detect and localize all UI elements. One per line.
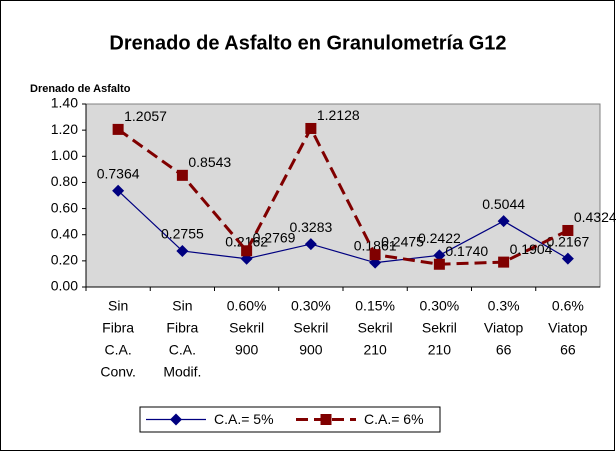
series-line	[117, 125, 569, 266]
y-tick-label: 0.40	[51, 225, 78, 241]
marker	[112, 123, 124, 135]
x-tick-label: Sekril	[422, 320, 457, 336]
marker	[320, 414, 332, 425]
data-label: 1.2057	[124, 108, 167, 124]
data-label: 0.2422	[418, 230, 461, 246]
data-label: 0.2475	[381, 233, 424, 249]
x-tick-label: 900	[235, 342, 259, 358]
marker	[305, 122, 317, 134]
data-label: 0.1904	[510, 241, 553, 257]
x-tick-label: Viatop	[548, 320, 588, 336]
legend-label: C.A.= 5%	[214, 411, 274, 427]
x-tick-label: Fibra	[102, 320, 134, 336]
x-tick-label: 0.30%	[291, 298, 331, 314]
y-tick-label: 0.80	[51, 173, 78, 189]
x-tick-label: 0.3%	[488, 298, 520, 314]
y-tick-label: 1.40	[51, 95, 78, 111]
y-tick-label: 0.00	[51, 278, 78, 294]
marker	[304, 238, 317, 251]
marker	[112, 184, 125, 197]
x-tick-label: 66	[560, 342, 576, 358]
marker	[176, 169, 188, 181]
x-tick-label: Sekril	[293, 320, 328, 336]
marker	[562, 224, 574, 236]
y-tick-label: 1.00	[51, 147, 78, 163]
x-tick-label: 900	[299, 342, 323, 358]
x-tick-label: Sin	[172, 298, 192, 314]
data-label: 0.8543	[188, 154, 231, 170]
x-tick-label: 0.15%	[355, 298, 395, 314]
data-label: 1.2128	[317, 107, 360, 123]
legend-label: C.A.= 6%	[364, 411, 424, 427]
x-tick-label: 0.60%	[227, 298, 267, 314]
data-label: 0.2167	[546, 233, 589, 249]
x-tick-label: 210	[428, 342, 452, 358]
marker	[433, 258, 445, 270]
x-tick-label: 210	[363, 342, 387, 358]
x-tick-label: Modif.	[163, 364, 201, 380]
data-label: 0.2162	[225, 233, 268, 249]
chart-title: Drenado de Asfalto en Granulometría G12	[109, 32, 506, 54]
x-tick-label: C.A.	[105, 342, 132, 358]
y-tick-label: 0.60	[51, 199, 78, 215]
data-label: 0.1861	[354, 237, 397, 253]
x-tick-label: Sekril	[229, 320, 264, 336]
x-tick-label: 0.30%	[420, 298, 460, 314]
marker	[241, 245, 253, 257]
marker	[170, 413, 182, 426]
x-tick-label: Fibra	[166, 320, 198, 336]
marker	[498, 256, 510, 268]
y-tick-label: 1.20	[51, 121, 78, 137]
data-label: 0.7364	[97, 165, 140, 181]
data-label: 0.2755	[161, 226, 204, 242]
x-tick-label: C.A.	[169, 342, 196, 358]
marker	[176, 244, 189, 257]
x-tick-label: Sin	[108, 298, 128, 314]
marker	[497, 215, 510, 228]
marker	[433, 249, 446, 262]
marker	[369, 249, 381, 261]
data-label: 0.2769	[253, 230, 296, 246]
x-tick-label: 66	[496, 342, 512, 358]
data-label: 0.4324	[574, 209, 616, 225]
x-tick-label: 0.6%	[552, 298, 584, 314]
marker	[561, 252, 574, 265]
x-tick-label: Viatop	[484, 320, 524, 336]
x-tick-label: Conv.	[100, 364, 136, 380]
y-tick-label: 0.20	[51, 252, 78, 268]
y-axis-label: Drenado de Asfalto	[30, 83, 131, 95]
series-line	[117, 190, 569, 264]
data-label: 0.3283	[289, 219, 332, 235]
x-tick-label: Sekril	[358, 320, 393, 336]
data-label: 0.5044	[482, 196, 525, 212]
data-label: 0.1740	[445, 243, 488, 259]
